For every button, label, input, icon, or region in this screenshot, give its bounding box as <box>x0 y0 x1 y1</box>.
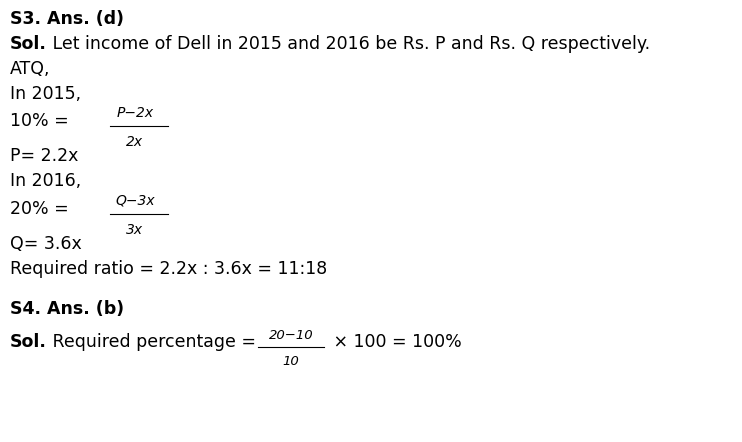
Text: 10% =: 10% = <box>10 112 69 130</box>
Text: P−2x: P−2x <box>116 106 154 120</box>
Text: 10: 10 <box>283 355 299 368</box>
Text: In 2016,: In 2016, <box>10 172 82 190</box>
Text: 20% =: 20% = <box>10 200 69 218</box>
Text: 20−10: 20−10 <box>269 329 313 342</box>
Text: Q= 3.6x: Q= 3.6x <box>10 235 82 253</box>
Text: Sol.: Sol. <box>10 35 47 53</box>
Text: Q−3x: Q−3x <box>115 194 155 208</box>
Text: P= 2.2x: P= 2.2x <box>10 147 79 165</box>
Text: S4. Ans. (b): S4. Ans. (b) <box>10 300 124 318</box>
Text: Let income of Dell in 2015 and 2016 be Rs. P and Rs. Q respectively.: Let income of Dell in 2015 and 2016 be R… <box>47 35 650 53</box>
Text: 2x: 2x <box>126 135 143 149</box>
Text: S3. Ans. (d): S3. Ans. (d) <box>10 10 124 28</box>
Text: Required ratio = 2.2x : 3.6x = 11:18: Required ratio = 2.2x : 3.6x = 11:18 <box>10 260 327 278</box>
Text: ATQ,: ATQ, <box>10 60 50 78</box>
Text: In 2015,: In 2015, <box>10 85 81 103</box>
Text: Sol.: Sol. <box>10 333 47 351</box>
Text: Required percentage =: Required percentage = <box>47 333 256 351</box>
Text: × 100 = 100%: × 100 = 100% <box>328 333 462 351</box>
Text: 3x: 3x <box>126 223 143 237</box>
